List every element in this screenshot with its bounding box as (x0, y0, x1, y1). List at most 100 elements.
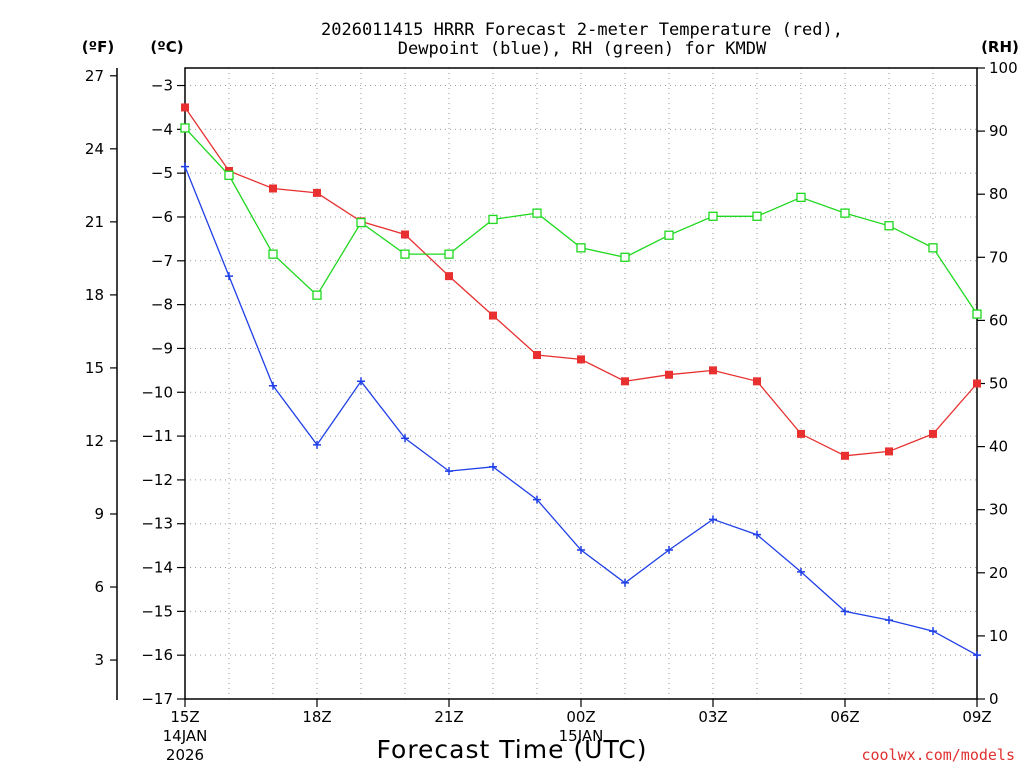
dewpoint-point (181, 162, 189, 171)
x-tick-label: 00Z (566, 708, 595, 726)
celsius-tick-label: −9 (151, 339, 173, 357)
temperature-point (269, 184, 277, 193)
celsius-tick-label: −15 (141, 602, 173, 620)
rh-point (796, 192, 806, 203)
dewpoint-point (225, 272, 233, 281)
celsius-unit-label: (ºC) (150, 38, 183, 56)
dewpoint-point (929, 627, 937, 636)
rh-point (532, 208, 542, 218)
rh-tick-label: 50 (989, 375, 1008, 393)
fahrenheit-tick-label: 9 (94, 505, 104, 523)
x-tick-date-label: 14JAN (163, 727, 208, 745)
celsius-tick-label: −3 (151, 77, 173, 95)
credit-text: coolwx.com/models (861, 746, 1015, 764)
temperature-point (621, 377, 629, 386)
rh-line (184, 127, 978, 315)
rh-tick-label: 20 (989, 564, 1008, 582)
fahrenheit-unit-label: (ºF) (82, 38, 114, 56)
temperature-point (929, 429, 937, 438)
temperature-point (973, 379, 981, 388)
dewpoint-point (489, 462, 497, 471)
rh-point (180, 123, 190, 133)
temperature-point (841, 451, 849, 460)
celsius-tick-label: −7 (151, 252, 173, 270)
dewpoint-point (621, 578, 629, 587)
x-tick-year-label: 2026 (166, 746, 204, 764)
rh-tick-label: 30 (989, 501, 1008, 519)
temperature-point (445, 272, 453, 281)
rh-point (268, 249, 278, 259)
fahrenheit-tick-label: 15 (85, 359, 104, 377)
x-tick-label: 03Z (698, 708, 727, 726)
x-tick-label: 06Z (830, 708, 859, 726)
dewpoint-point (885, 616, 893, 625)
fahrenheit-tick-label: 18 (85, 286, 104, 304)
fahrenheit-tick-label: 3 (94, 651, 104, 669)
dewpoint-point (973, 651, 981, 660)
dewpoint-point (269, 381, 277, 390)
rh-point (224, 170, 234, 180)
x-tick-label: 21Z (434, 708, 463, 726)
temperature-point (533, 351, 541, 360)
rh-point (312, 290, 322, 300)
celsius-tick-label: −16 (141, 646, 173, 664)
series-layer (180, 103, 982, 660)
rh-point (928, 243, 938, 253)
celsius-tick-label: −10 (141, 383, 173, 401)
rh-point (444, 249, 454, 259)
x-tick-label: 18Z (302, 708, 331, 726)
rh-point (664, 230, 674, 240)
temperature-point (797, 429, 805, 438)
temperature-point (489, 311, 497, 320)
temperature-point (665, 370, 673, 379)
dewpoint-point (577, 546, 585, 555)
dewpoint-line (184, 166, 978, 656)
axis-ticks: −3 −4 −5 −6 −7 −8 −9 −10 −11 −12 −13 −14 −15 −16 −17 27… (85, 59, 1018, 764)
temperature-point (709, 366, 717, 375)
rh-point (400, 249, 410, 259)
rh-tick-label: 100 (989, 59, 1018, 77)
fahrenheit-tick-label: 12 (85, 432, 104, 450)
dewpoint-point (709, 515, 717, 524)
rh-tick-label: 90 (989, 122, 1008, 140)
rh-point (576, 243, 586, 253)
celsius-tick-label: −5 (151, 164, 173, 182)
rh-tick-label: 0 (989, 690, 999, 708)
rh-point (488, 214, 498, 225)
dewpoint-point (797, 567, 805, 576)
rh-point (840, 208, 850, 218)
dewpoint-point (753, 530, 761, 539)
dewpoint-point (665, 546, 673, 555)
rh-unit-label: (RH) (981, 38, 1019, 56)
fahrenheit-tick-label: 6 (94, 578, 104, 596)
celsius-tick-label: −6 (151, 208, 173, 226)
x-tick-date-label: 15JAN (559, 727, 604, 745)
temperature-point (181, 103, 189, 112)
fahrenheit-tick-label: 21 (85, 213, 104, 231)
temperature-point (401, 230, 409, 239)
grid-lines (185, 68, 977, 699)
x-tick-label: 09Z (962, 708, 991, 726)
fahrenheit-tick-label: 24 (85, 140, 104, 158)
rh-tick-label: 60 (989, 311, 1008, 329)
x-axis-title: Forecast Time (UTC) (377, 735, 648, 764)
temperature-point (577, 355, 585, 364)
dewpoint-point (533, 495, 541, 504)
temperature-point (885, 447, 893, 456)
celsius-tick-label: −12 (141, 471, 173, 489)
rh-point (752, 211, 762, 221)
celsius-tick-label: −17 (141, 690, 173, 708)
celsius-tick-label: −14 (141, 559, 173, 577)
dewpoint-point (841, 607, 849, 616)
rh-point (884, 221, 894, 231)
rh-tick-label: 80 (989, 185, 1008, 203)
rh-point (356, 217, 366, 228)
rh-tick-label: 40 (989, 438, 1008, 456)
temperature-point (313, 188, 321, 197)
rh-tick-label: 10 (989, 627, 1008, 645)
dewpoint-point (357, 377, 365, 386)
rh-tick-label: 70 (989, 248, 1008, 266)
rh-point (708, 211, 718, 221)
dewpoint-point (401, 434, 409, 443)
